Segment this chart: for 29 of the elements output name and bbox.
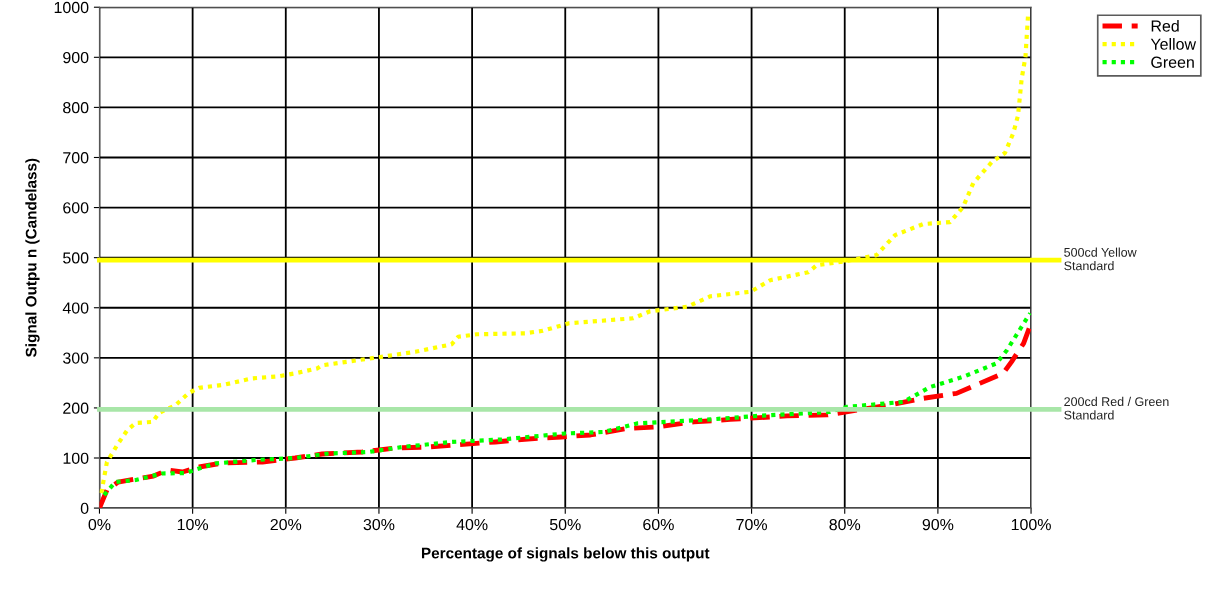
y-axis-title: Signal Outpu n (Candelass) (25, 158, 40, 357)
ref-line-label: 200cd Red / Green Standard (1064, 396, 1169, 420)
y-tick-label: 1000 (54, 1, 89, 14)
x-tick-label: 0% (88, 518, 111, 531)
y-tick-label: 800 (63, 102, 89, 114)
x-tick-label: 10% (177, 518, 209, 531)
y-tick-label: 100 (63, 452, 89, 464)
y-tick-label: 700 (63, 152, 89, 164)
y-tick-label: 500 (63, 252, 89, 264)
legend-label: Red (1151, 20, 1179, 32)
y-tick-label: 0 (80, 502, 89, 515)
legend-label: Green (1151, 56, 1194, 68)
x-tick-label: 20% (270, 518, 302, 531)
y-tick-label: 300 (63, 352, 89, 364)
ref-line-label: 500cd Yellow Standard (1064, 247, 1137, 271)
x-tick-label: 70% (736, 518, 767, 531)
x-tick-label: 30% (363, 518, 395, 531)
x-tick-label: 60% (643, 518, 674, 531)
x-tick-label: 90% (922, 518, 954, 531)
y-tick-label: 400 (62, 302, 89, 314)
x-tick-label: 100% (1011, 518, 1051, 531)
x-axis-title: Percentage of signals below this output (421, 547, 710, 562)
y-tick-label: 200 (63, 402, 89, 414)
x-tick-label: 80% (829, 518, 861, 531)
y-tick-label: 600 (63, 202, 89, 214)
x-tick-label: 50% (549, 518, 581, 531)
legend-label: Yellow (1150, 38, 1197, 50)
y-tick-label: 900 (63, 51, 89, 64)
x-tick-label: 40% (456, 518, 488, 531)
